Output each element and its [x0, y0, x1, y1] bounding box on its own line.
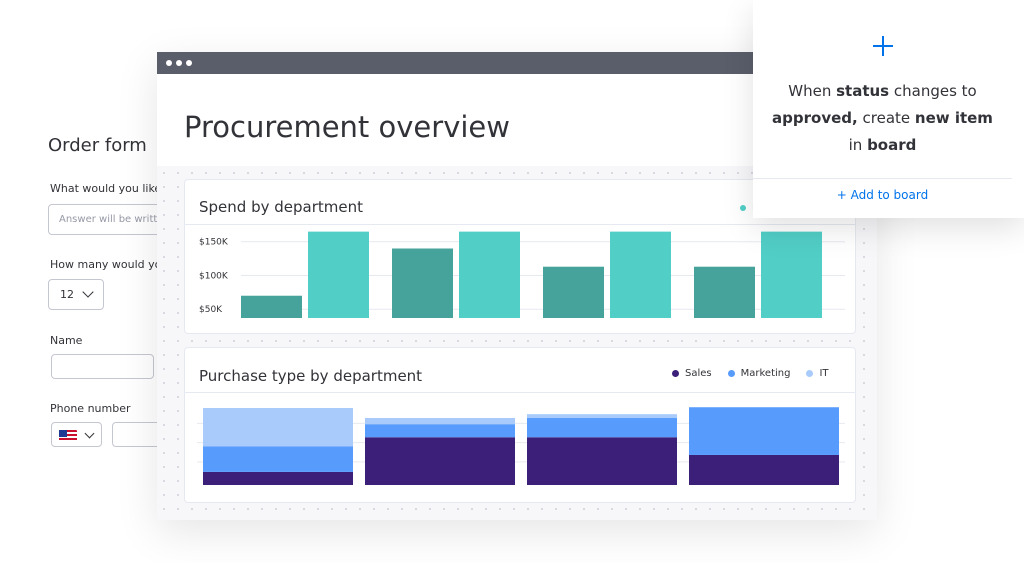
purchase-chart: [197, 407, 845, 485]
stacked-bar-segment: [203, 471, 353, 485]
window-dot-icon: [166, 60, 172, 66]
automation-rule-text: When status changes to approved, create …: [770, 78, 995, 159]
page-title: Procurement overview: [184, 110, 510, 144]
legend-swatch: [740, 204, 746, 211]
bar: [543, 266, 604, 318]
purchase-legend: Sales Marketing IT: [672, 368, 845, 379]
add-to-board-link[interactable]: + Add to board: [836, 188, 929, 202]
y-tick-label: $150K: [199, 238, 229, 248]
card-divider: [185, 392, 855, 393]
bar: [308, 231, 369, 318]
rule-text: in: [848, 136, 868, 154]
us-flag-icon: [59, 430, 77, 442]
legend-swatch: [806, 370, 814, 377]
stacked-bar-segment: [527, 414, 677, 419]
quantity-value: 12: [60, 288, 74, 301]
bar: [392, 248, 453, 318]
rule-text: changes to: [889, 82, 977, 100]
stacked-bar-segment: [689, 407, 839, 455]
rule-text: When: [788, 82, 837, 100]
legend-label: Marketing: [740, 368, 791, 379]
y-tick-label: $100K: [199, 271, 229, 281]
stacked-bar-segment: [203, 408, 353, 447]
automation-popup: [753, 0, 1024, 218]
window-dot-icon: [186, 60, 192, 66]
plus-icon[interactable]: [873, 36, 893, 56]
rule-keyword: board: [867, 136, 917, 154]
phone-label: Phone number: [50, 402, 131, 415]
chevron-down-icon: [82, 286, 94, 298]
stacked-bar-segment: [527, 418, 677, 438]
name-label: Name: [50, 334, 83, 347]
quantity-select[interactable]: 12: [48, 279, 104, 310]
country-code-select[interactable]: [51, 422, 102, 447]
legend-label: Sales: [685, 368, 712, 379]
stacked-bar-segment: [365, 437, 515, 485]
stacked-bar-segment: [527, 437, 677, 485]
bar: [761, 231, 822, 318]
question-1-label: What would you like: [50, 182, 162, 195]
purchase-card-title: Purchase type by department: [199, 367, 423, 385]
rule-text: create: [857, 109, 915, 127]
stacked-bar-segment: [203, 446, 353, 472]
order-form: Order form What would you like Answer wi…: [0, 95, 178, 465]
stacked-bar-segment: [365, 424, 515, 438]
stacked-bar-segment: [365, 418, 515, 425]
purchase-type-card: Purchase type by department Sales Marketi…: [184, 347, 856, 503]
y-tick-label: $50K: [199, 305, 223, 315]
bar: [241, 295, 302, 318]
bar: [459, 231, 520, 318]
name-input[interactable]: [51, 354, 154, 379]
spend-chart: $150K $100K $50K: [199, 231, 845, 318]
bar: [610, 231, 671, 318]
question-2-label: How many would you: [50, 258, 169, 271]
order-form-title: Order form: [48, 135, 147, 156]
legend-label: IT: [819, 368, 829, 379]
window-dot-icon: [176, 60, 182, 66]
bar: [694, 266, 755, 318]
rule-keyword: status: [836, 82, 890, 100]
rule-keyword: approved,: [772, 109, 858, 127]
spend-card-title: Spend by department: [199, 198, 363, 216]
legend-swatch: [727, 370, 735, 377]
chevron-down-icon: [84, 428, 95, 439]
stacked-bar-segment: [689, 454, 839, 485]
popup-divider: [753, 178, 1012, 179]
card-divider: [185, 224, 855, 225]
window-titlebar: [157, 52, 877, 74]
legend-swatch: [672, 370, 679, 377]
spend-by-department-card: Spend by department P $150K$100K$50K: [184, 179, 856, 334]
rule-keyword: new item: [914, 109, 993, 127]
